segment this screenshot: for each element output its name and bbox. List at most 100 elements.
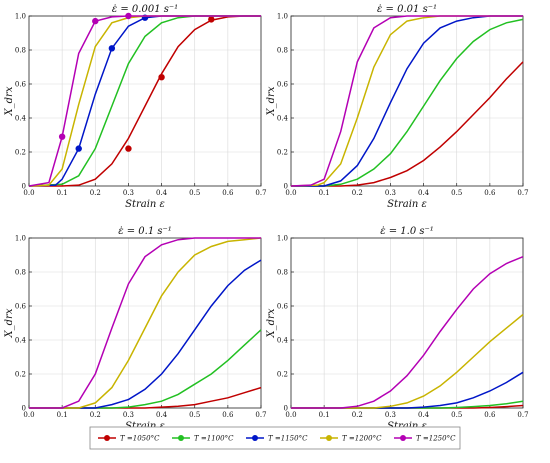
y-axis-label: X_drx [4, 86, 15, 116]
y-tick-label: 1.0 [277, 235, 288, 243]
chart-panel-1: 0.0 0.1 0.2 0.3 0.4 0.5 0.6 0.7 0 0.2 0.4 0.6 0.8 1.0… [4, 4, 267, 210]
legend-swatch-marker [178, 435, 184, 441]
y-tick-label: 0.4 [277, 115, 289, 123]
legend: T =1050°C T =1100°C T =1150°C T =1200°C T =1… [89, 426, 461, 450]
legend-swatch-marker [326, 435, 332, 441]
x-tick-label: 0.2 [90, 189, 101, 197]
y-tick-label: 0.8 [15, 47, 26, 55]
y-tick-label: 1.0 [277, 13, 288, 21]
x-tick-label: 0.1 [319, 189, 330, 197]
x-tick-label: 0.4 [156, 411, 168, 419]
legend-item-label: T =1100°C [194, 435, 234, 443]
series-line-1150c [291, 371, 524, 409]
series-line-1100c [29, 329, 262, 409]
x-tick-label: 0.6 [484, 411, 496, 419]
x-tick-label: 0.1 [57, 411, 68, 419]
y-tick-label: 0.4 [15, 337, 27, 345]
x-tick-label: 0.3 [123, 411, 134, 419]
data-point-marker [92, 17, 99, 25]
x-tick-label: 0.6 [222, 411, 234, 419]
chart-panel-2: 0.0 0.1 0.2 0.3 0.4 0.5 0.6 0.7 0 0.2 0.4 0.6 0.8 1.0… [266, 4, 529, 210]
y-tick-label: 0 [22, 183, 26, 191]
legend-item-label: T =1200°C [342, 435, 382, 443]
y-tick-label: 0.6 [277, 303, 289, 311]
data-point-marker [125, 145, 132, 152]
x-tick-label: 0.3 [385, 411, 396, 419]
series-line-1150c [29, 259, 262, 409]
y-tick-label: 0.2 [15, 371, 26, 379]
x-tick-label: 0.7 [517, 411, 528, 419]
x-axis-label: Strain ε [387, 421, 427, 432]
y-axis-label: X_drx [4, 308, 15, 338]
x-tick-label: 0.5 [451, 189, 462, 197]
series-line-1250c [28, 15, 261, 187]
data-point-marker [208, 16, 215, 23]
data-point-marker [108, 45, 116, 52]
x-tick-label: 0.4 [418, 189, 430, 197]
x-axis-label: Strain ε [125, 421, 165, 432]
y-tick-label: 0.6 [15, 303, 27, 311]
x-tick-label: 0.6 [222, 189, 234, 197]
y-tick-label: 0.2 [15, 149, 26, 157]
series-line-1150c [291, 15, 523, 187]
series-line-1200c [29, 237, 262, 409]
plot-frame [290, 15, 524, 187]
y-tick-label: 0.6 [15, 81, 27, 89]
x-tick-label: 0.5 [189, 189, 200, 197]
y-tick-label: 0 [22, 405, 26, 413]
x-tick-label: 0.7 [517, 189, 528, 197]
data-point-marker [125, 12, 132, 20]
y-tick-label: 0.2 [277, 149, 288, 157]
x-tick-label: 0.0 [23, 189, 34, 197]
x-tick-label: 0.7 [255, 411, 266, 419]
series-line-1100c [291, 400, 524, 409]
y-tick-label: 0 [284, 405, 288, 413]
y-tick-label: 0.8 [277, 269, 288, 277]
x-axis-label: Strain ε [387, 199, 427, 210]
legend-item-label: T =1250°C [416, 435, 456, 443]
y-tick-label: 0.8 [15, 269, 26, 277]
x-tick-label: 0.0 [285, 189, 296, 197]
x-tick-label: 0.7 [255, 189, 266, 197]
y-tick-label: 1.0 [15, 235, 26, 243]
y-tick-label: 0.6 [277, 81, 289, 89]
legend-swatch-marker [104, 435, 110, 441]
legend-box [89, 426, 461, 450]
series-line-1050c [291, 61, 524, 187]
series-line-1200c [291, 313, 524, 409]
chart-panel-3: 0.0 0.1 0.2 0.3 0.4 0.5 0.6 0.7 0 0.2 0.4 0.6 0.8 1.0… [4, 226, 267, 432]
plot-frame [290, 237, 524, 409]
series-line-1100c [291, 18, 524, 187]
y-tick-label: 0.2 [277, 371, 288, 379]
y-axis-label: X_drx [266, 86, 277, 116]
legend-item-label: T =1050°C [120, 435, 160, 443]
x-tick-label: 0.5 [451, 411, 462, 419]
y-tick-label: 0 [284, 183, 288, 191]
series-line-1250c [29, 237, 261, 409]
series-line-1050c [29, 15, 261, 187]
series-line-1250c [290, 15, 523, 187]
x-tick-label: 0.0 [285, 411, 296, 419]
data-point-marker [58, 133, 66, 140]
x-tick-label: 0.1 [319, 411, 330, 419]
y-tick-label: 0.4 [277, 337, 289, 345]
chart-panel-4: 0.0 0.1 0.2 0.3 0.4 0.5 0.6 0.7 0 0.2 0.4 0.6 0.8 1.0… [266, 226, 529, 432]
data-point-marker [158, 74, 165, 81]
x-tick-label: 0.1 [57, 189, 68, 197]
x-tick-label: 0.4 [418, 411, 430, 419]
y-tick-label: 1.0 [15, 13, 26, 21]
y-axis-label: X_drx [266, 308, 277, 338]
chart-title: ε̇ = 0.1 s⁻¹ [118, 226, 172, 237]
x-tick-label: 0.5 [189, 411, 200, 419]
plot-frame [28, 237, 262, 409]
x-tick-label: 0.3 [385, 189, 396, 197]
legend-swatch-marker [400, 435, 406, 441]
x-tick-label: 0.2 [352, 189, 363, 197]
x-tick-label: 0.6 [484, 189, 496, 197]
x-tick-label: 0.0 [23, 411, 34, 419]
x-axis-label: Strain ε [125, 199, 165, 210]
legend-swatch-marker [252, 435, 258, 441]
legend-item-label: T =1150°C [268, 435, 308, 443]
x-tick-label: 0.3 [123, 189, 134, 197]
